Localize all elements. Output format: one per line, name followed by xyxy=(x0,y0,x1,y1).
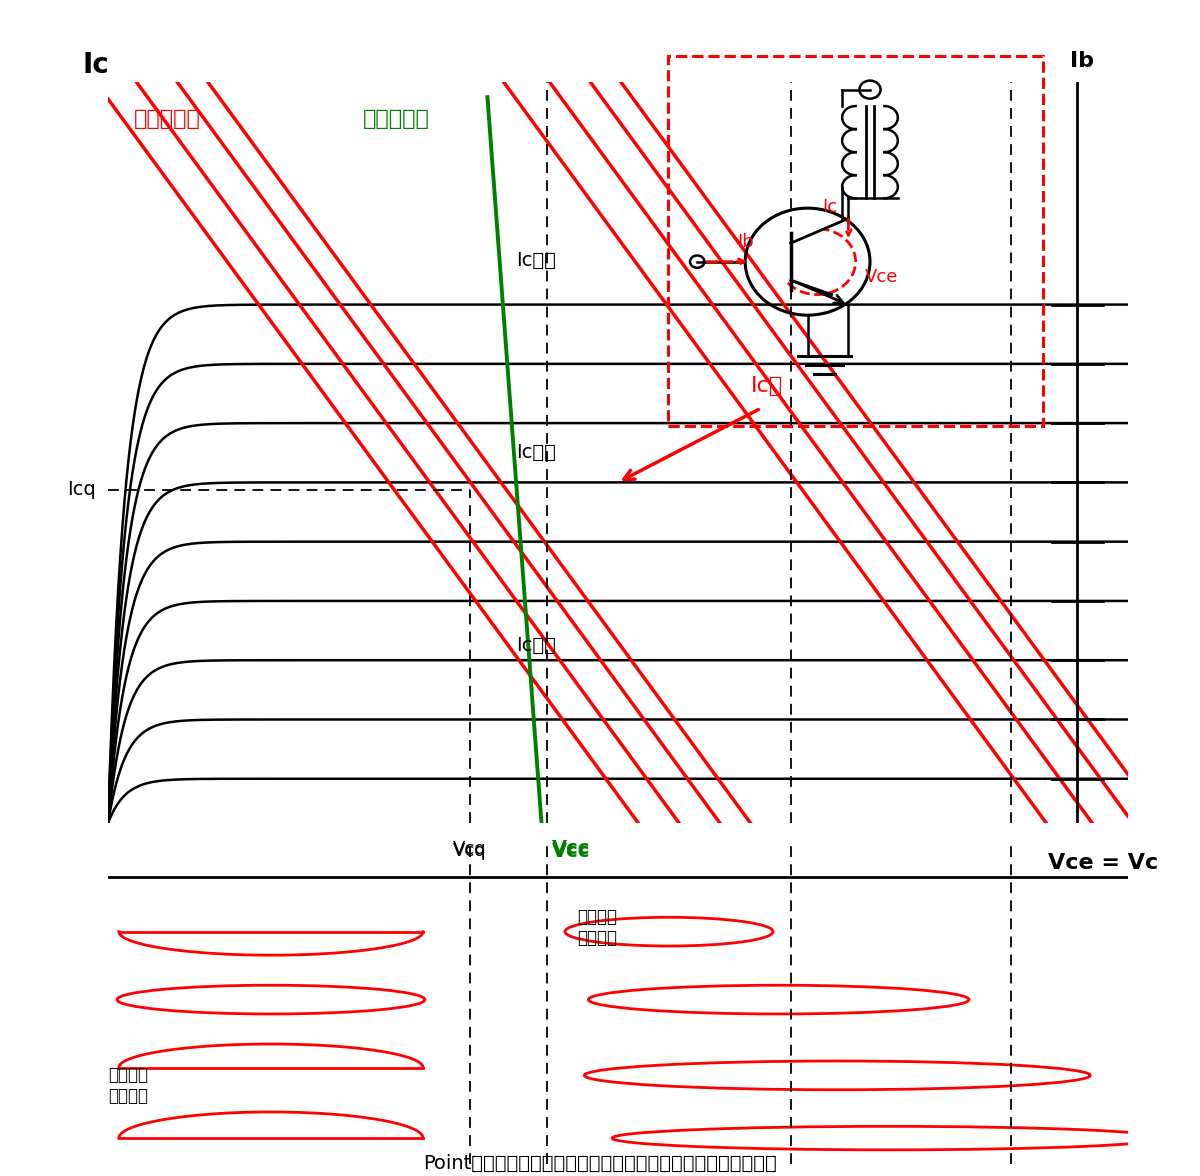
Text: Vce: Vce xyxy=(865,268,899,286)
Text: 下が先に
クリップ: 下が先に クリップ xyxy=(108,1067,148,1105)
Text: Ib: Ib xyxy=(1070,52,1094,72)
Text: Vcq: Vcq xyxy=(454,841,487,858)
Text: Vcc: Vcc xyxy=(552,842,590,861)
Text: Ic最適: Ic最適 xyxy=(516,443,556,462)
Text: 上が先に
クリップ: 上が先に クリップ xyxy=(577,908,617,947)
Text: Ic: Ic xyxy=(83,51,109,79)
Text: Icq: Icq xyxy=(67,480,96,500)
Bar xyxy=(668,55,1043,426)
Text: 直流負荷線: 直流負荷線 xyxy=(364,109,430,129)
Text: Ic増: Ic増 xyxy=(751,376,782,396)
Text: Ic過小: Ic過小 xyxy=(516,636,556,655)
Text: Ic: Ic xyxy=(822,199,838,216)
Text: 交流負荷線: 交流負荷線 xyxy=(133,109,200,129)
Text: Ic過大: Ic過大 xyxy=(516,250,556,269)
Text: Ib: Ib xyxy=(737,233,754,252)
Text: Point：トランスの逆起電力により電源電圧より高くまで振れる: Point：トランスの逆起電力により電源電圧より高くまで振れる xyxy=(424,1154,776,1172)
Text: Vcc: Vcc xyxy=(552,840,590,858)
Text: Vcq: Vcq xyxy=(454,842,487,860)
Text: Vce = Vc: Vce = Vc xyxy=(1049,853,1159,873)
